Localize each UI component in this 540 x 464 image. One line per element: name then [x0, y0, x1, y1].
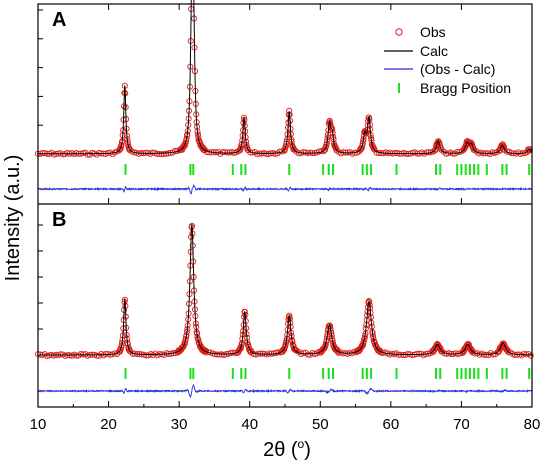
obs-point: [158, 151, 165, 158]
obs-point: [360, 338, 367, 345]
obs-point: [409, 149, 416, 156]
obs-point: [118, 342, 125, 349]
obs-point: [527, 352, 534, 359]
obs-series: [34, 5, 533, 158]
x-tick-label: 70: [453, 416, 470, 433]
bragg-ticks: [124, 164, 531, 175]
obs-point: [153, 150, 161, 157]
obs-point: [182, 336, 189, 343]
legend-bragg-label: Bragg Position: [420, 80, 511, 96]
calc-line: [38, 223, 532, 356]
panel-label-a: A: [52, 9, 66, 31]
obs-point: [221, 149, 229, 156]
obs-point: [237, 144, 245, 151]
legend-obs-marker: [395, 28, 403, 36]
x-tick-label: 40: [241, 416, 258, 433]
obs-point: [359, 140, 366, 147]
obs-point: [300, 149, 307, 156]
x-tick-label: 30: [171, 416, 188, 433]
x-axis-label-main: 2θ (: [263, 439, 298, 461]
diff-curve: [37, 384, 533, 398]
obs-series: [34, 222, 534, 360]
x-tick-label: 20: [100, 416, 117, 433]
diff-curve: [37, 183, 532, 195]
axis-layer: 10 20 30 40 50 60 70 80: [30, 3, 540, 433]
x-tick-label: 80: [524, 416, 540, 433]
x-tick-label: 60: [383, 416, 400, 433]
obs-point: [263, 150, 270, 157]
obs-point: [160, 150, 167, 158]
obs-point: [77, 350, 84, 357]
obs-point: [266, 350, 273, 357]
obs-point: [162, 150, 170, 157]
x-axis-label-degree: o: [298, 437, 305, 451]
obs-point: [480, 351, 488, 358]
obs-point: [156, 150, 163, 158]
x-axis-label: 2θ (o): [263, 437, 311, 461]
obs-point: [423, 149, 430, 156]
obs-point: [359, 143, 366, 150]
obs-point: [117, 346, 124, 353]
legend: Obs Calc (Obs - Calc) Bragg Position: [384, 24, 511, 96]
obs-point: [95, 149, 103, 156]
obs-point: [118, 141, 125, 149]
obs-point: [511, 351, 518, 358]
legend-calc-label: Calc: [420, 43, 448, 59]
bragg-ticks: [124, 368, 531, 379]
obs-point: [181, 340, 188, 347]
obs-point: [102, 350, 109, 358]
calc-line: [38, 0, 533, 155]
y-axis-label: Intensity (a.u.): [2, 155, 24, 282]
obs-point: [219, 149, 226, 156]
x-tick-label: 50: [312, 416, 329, 433]
panel-a: A: [34, 0, 533, 195]
x-axis-label-end: ): [304, 439, 311, 461]
legend-diff-label: (Obs - Calc): [420, 61, 495, 77]
obs-point: [224, 149, 231, 156]
panel-label-b: B: [52, 209, 66, 231]
obs-point: [39, 149, 46, 156]
obs-point: [329, 337, 336, 344]
panel-b: B: [34, 209, 534, 398]
obs-point: [454, 148, 461, 155]
panels-layer: AB: [34, 0, 534, 398]
obs-point: [216, 351, 223, 358]
obs-point: [214, 351, 221, 358]
obs-point: [41, 150, 48, 157]
legend-obs-label: Obs: [420, 24, 446, 40]
x-tick-label: 10: [30, 416, 47, 433]
obs-point: [205, 349, 212, 356]
